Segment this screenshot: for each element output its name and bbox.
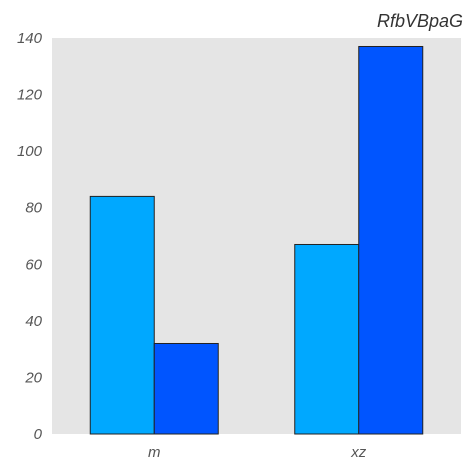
bar [294,243,360,435]
bars-layer [89,45,424,435]
y-tick-label: 20 [24,369,42,386]
bar [89,195,155,435]
x-axis: m xz [148,444,367,461]
y-tick-label: 40 [25,313,42,330]
bar [153,342,219,435]
bar [358,45,424,435]
y-tick-label: 60 [25,256,42,273]
y-tick-label: 120 [17,87,43,104]
y-tick-label: 0 [34,426,43,443]
chart-title: RfbVBpaG [377,11,463,31]
x-tick-label: m [148,444,161,461]
y-axis: 0 20 40 60 80 100 120 140 [17,30,43,443]
x-tick-label: xz [350,444,367,461]
y-tick-label: 100 [17,143,43,160]
y-tick-label: 80 [25,200,42,217]
y-tick-label: 140 [17,30,43,47]
